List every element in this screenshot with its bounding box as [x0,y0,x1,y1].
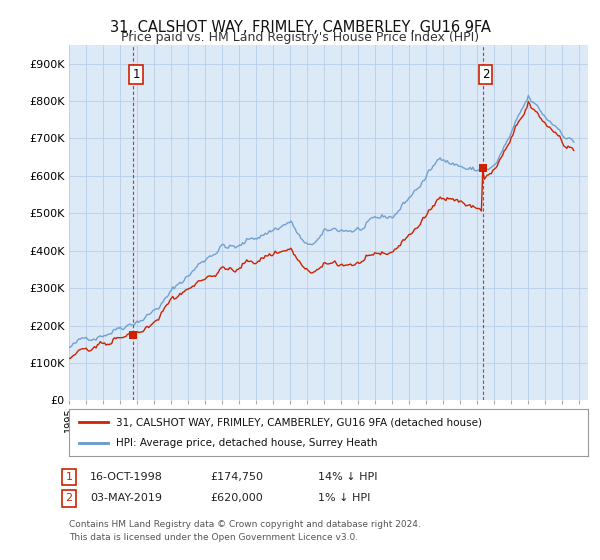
Text: £174,750: £174,750 [210,472,263,482]
Text: 16-OCT-1998: 16-OCT-1998 [90,472,163,482]
Text: Contains HM Land Registry data © Crown copyright and database right 2024.
This d: Contains HM Land Registry data © Crown c… [69,520,421,542]
Text: 31, CALSHOT WAY, FRIMLEY, CAMBERLEY, GU16 9FA: 31, CALSHOT WAY, FRIMLEY, CAMBERLEY, GU1… [110,20,490,35]
Text: 2: 2 [482,68,490,81]
Text: 2: 2 [65,493,73,503]
Text: £620,000: £620,000 [210,493,263,503]
Text: 1: 1 [65,472,73,482]
Text: 1: 1 [132,68,140,81]
Text: HPI: Average price, detached house, Surrey Heath: HPI: Average price, detached house, Surr… [116,438,377,448]
Text: 1% ↓ HPI: 1% ↓ HPI [318,493,370,503]
Text: 14% ↓ HPI: 14% ↓ HPI [318,472,377,482]
Text: 03-MAY-2019: 03-MAY-2019 [90,493,162,503]
Text: 31, CALSHOT WAY, FRIMLEY, CAMBERLEY, GU16 9FA (detached house): 31, CALSHOT WAY, FRIMLEY, CAMBERLEY, GU1… [116,417,482,427]
Text: Price paid vs. HM Land Registry's House Price Index (HPI): Price paid vs. HM Land Registry's House … [121,31,479,44]
